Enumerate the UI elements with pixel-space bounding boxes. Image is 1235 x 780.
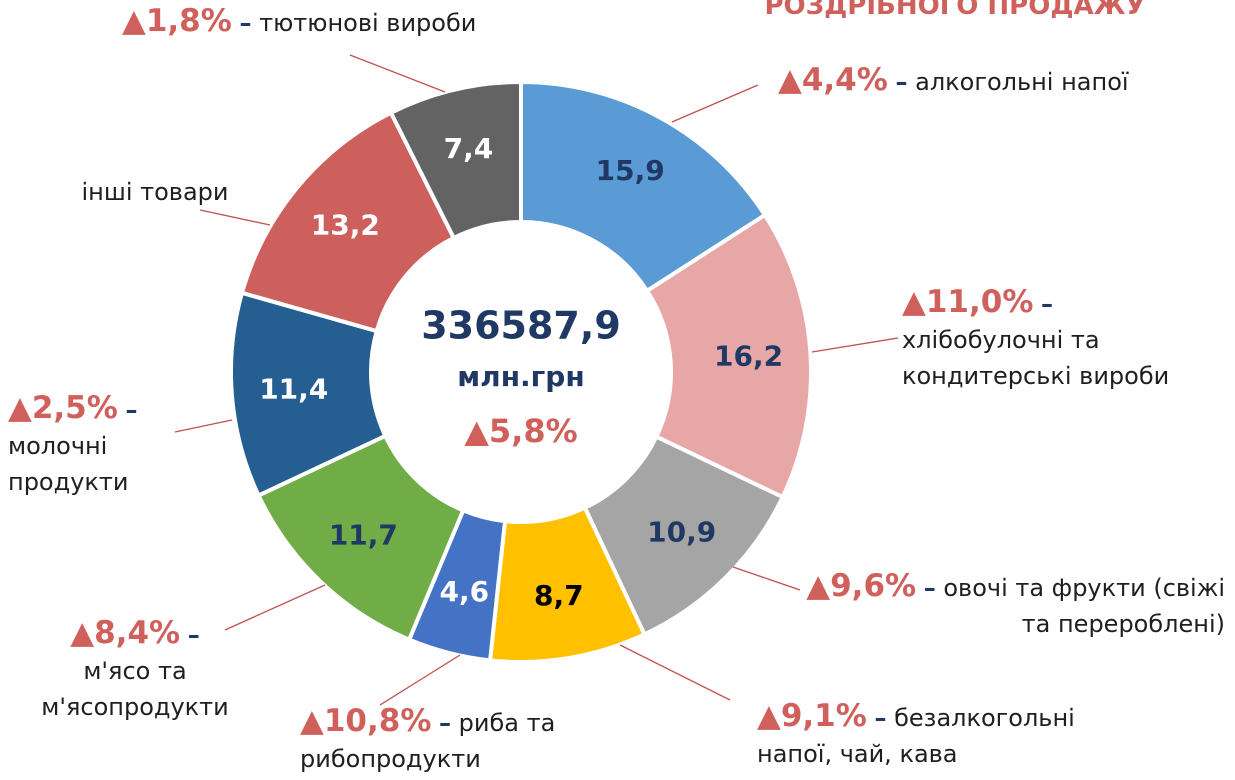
slice <box>388 79 523 241</box>
value-label: 10,9 <box>647 516 716 549</box>
category-name: інші товари <box>81 178 229 206</box>
value-label: 11,4 <box>259 373 328 406</box>
total-value: 336587,9 <box>421 304 621 348</box>
category-label: ▲2,5% – молочні продукти <box>8 390 178 500</box>
category-label: ▲1,8% – тютюнові вироби <box>122 3 602 41</box>
leader-lines <box>174 54 899 706</box>
total-unit: млн.грн <box>457 360 584 393</box>
slice <box>644 212 813 500</box>
category-name: молочні продукти <box>8 432 129 496</box>
category-name: безалкогольні напої, чай, кава <box>757 704 1075 768</box>
category-label: ▲11,0% – хлібобулочні та кондитерські вир… <box>902 284 1222 394</box>
leader-line <box>732 566 801 591</box>
leader-line <box>671 84 759 123</box>
separator: – <box>874 704 887 732</box>
change-label: ▲2,5% <box>8 390 118 426</box>
category-label: інші товари <box>80 174 230 210</box>
slice <box>255 433 466 643</box>
change-group: ▲2,5% – <box>8 390 178 428</box>
leader-line <box>349 54 446 93</box>
change-group: ▲8,4% – <box>15 615 255 653</box>
change-label: ▲11,0% <box>902 284 1034 320</box>
change-group: ▲9,1% – <box>757 698 887 734</box>
change-label: ▲9,6% <box>806 568 917 604</box>
separator: – <box>1041 290 1054 318</box>
category-name: хлібобулочні та кондитерські вироби <box>902 326 1170 390</box>
change-group: ▲9,6% – <box>806 568 936 604</box>
value-label: 13,2 <box>311 209 380 242</box>
change-label: ▲10,8% <box>300 703 432 739</box>
change-label: ▲1,8% <box>122 3 232 39</box>
separator: – <box>125 396 138 424</box>
leader-line <box>379 654 461 706</box>
separator: – <box>895 68 908 96</box>
change-label: ▲9,1% <box>757 698 867 734</box>
change-group: ▲1,8% – <box>122 3 252 39</box>
separator: – <box>239 9 252 37</box>
chart-title: РОЗДРІБНОГО ПРОДАЖУ <box>765 0 1146 21</box>
change-group: ▲11,0% – <box>902 284 1222 322</box>
change-label: ▲8,4% <box>70 615 181 651</box>
separator: – <box>187 621 200 649</box>
category-label: ▲9,6% – овочі та фрукти (свіжі та переро… <box>790 568 1225 642</box>
value-label: 15,9 <box>596 154 665 187</box>
slice <box>519 79 768 294</box>
category-label: ▲10,8% – риба та рибопродукти <box>300 703 640 777</box>
category-name: м'ясо та м'ясопродукти <box>41 657 229 721</box>
change-group: ▲10,8% – <box>300 703 452 739</box>
value-label: 7,4 <box>444 132 494 165</box>
value-label: 8,7 <box>534 579 584 612</box>
total-change: ▲5,8% <box>464 412 577 450</box>
change-label: ▲4,4% <box>778 62 888 98</box>
value-label: 11,7 <box>329 519 398 552</box>
category-label: ▲9,1% – безалкогольні напої, чай, кава <box>757 698 1157 772</box>
leader-line <box>224 584 326 631</box>
separator: – <box>439 709 452 737</box>
category-name: риба та рибопродукти <box>300 709 556 773</box>
separator: – <box>923 574 936 602</box>
leader-line <box>199 209 271 226</box>
category-name: алкогольні напої <box>915 68 1129 96</box>
leader-line <box>174 419 233 433</box>
category-name: тютюнові вироби <box>259 9 477 37</box>
leader-line <box>619 644 731 701</box>
leader-line <box>811 337 899 353</box>
category-label: ▲8,4% – м'ясо та м'ясопродукти <box>15 615 255 725</box>
category-label: ▲4,4% – алкогольні напої <box>778 62 1228 100</box>
change-group: ▲4,4% – <box>778 62 908 98</box>
value-label: 4,6 <box>439 575 489 608</box>
category-name: овочі та фрукти (свіжі та перероблені) <box>943 574 1225 638</box>
value-label: 16,2 <box>714 340 783 373</box>
